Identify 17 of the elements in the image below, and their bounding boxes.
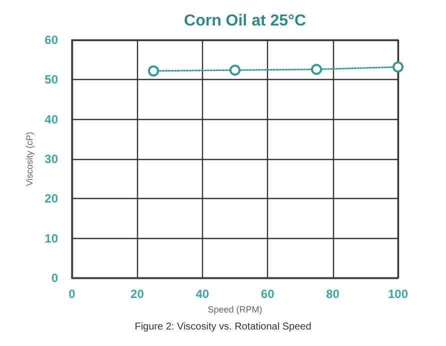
x-axis-title: Speed (RPM) <box>208 304 262 314</box>
x-tick-label: 100 <box>388 287 408 301</box>
y-tick-label: 60 <box>44 33 58 47</box>
y-tick-label: 0 <box>51 271 58 285</box>
y-tick-label: 40 <box>44 112 58 126</box>
y-axis-title: Viscosity (cP) <box>24 132 34 186</box>
caption: Figure 2: Viscosity vs. Rotational Speed <box>134 322 312 332</box>
y-tick-label: 20 <box>44 192 58 206</box>
x-tick-label: 20 <box>130 287 144 301</box>
x-tick-label: 60 <box>260 287 275 301</box>
x-tick-label: 40 <box>196 287 210 301</box>
x-tick-label: 80 <box>326 287 340 301</box>
chart-title: Corn Oil at 25°C <box>184 12 306 30</box>
x-tick-label: 0 <box>68 287 76 301</box>
y-tick-label: 30 <box>44 152 58 166</box>
y-tick-label: 10 <box>44 231 58 246</box>
y-tick-label: 50 <box>44 72 58 87</box>
